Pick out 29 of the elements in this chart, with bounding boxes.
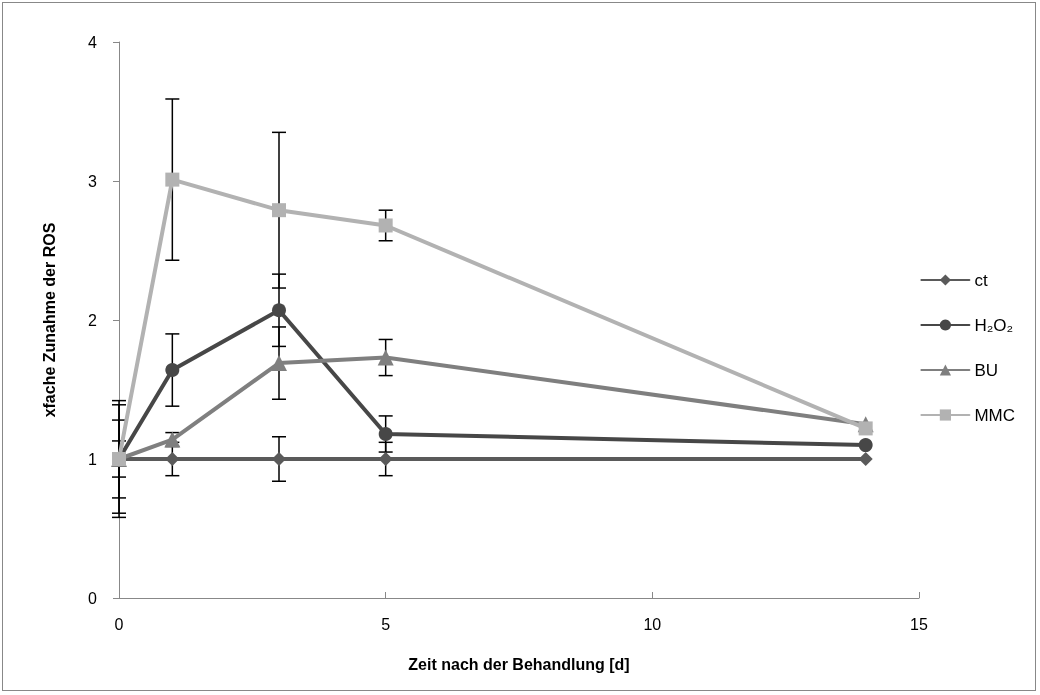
x-tick-label: 10: [643, 615, 662, 633]
point: [858, 452, 873, 466]
point: [858, 438, 873, 453]
legend-label: H₂O₂: [974, 315, 1014, 335]
point: [271, 355, 287, 372]
point: [378, 426, 393, 441]
point: [272, 303, 286, 318]
point: [377, 349, 394, 366]
y-tick-label: 1: [88, 450, 98, 468]
point: [378, 218, 393, 233]
y-tick-label: 0: [88, 589, 98, 607]
x-tick-label: 15: [910, 615, 928, 633]
point: [378, 452, 393, 466]
point: [272, 203, 286, 218]
x-axis-title: Zeit nach der Behandlung [d]: [408, 655, 630, 673]
legend-label: ct: [974, 270, 988, 290]
legend-label: BU: [974, 360, 999, 380]
x-tick-label: 0: [114, 615, 124, 633]
point: [165, 172, 180, 187]
point: [272, 452, 286, 466]
x-tick-label: 5: [381, 615, 391, 633]
legend-label: MMC: [974, 405, 1016, 425]
point: [165, 363, 180, 378]
y-tick-label: 2: [88, 311, 98, 329]
point: [858, 421, 873, 436]
y-tick-label: 3: [88, 172, 98, 190]
y-tick-label: 4: [88, 33, 98, 51]
y-axis-title: xfache Zunahme der ROS: [40, 222, 58, 418]
point: [165, 452, 180, 466]
